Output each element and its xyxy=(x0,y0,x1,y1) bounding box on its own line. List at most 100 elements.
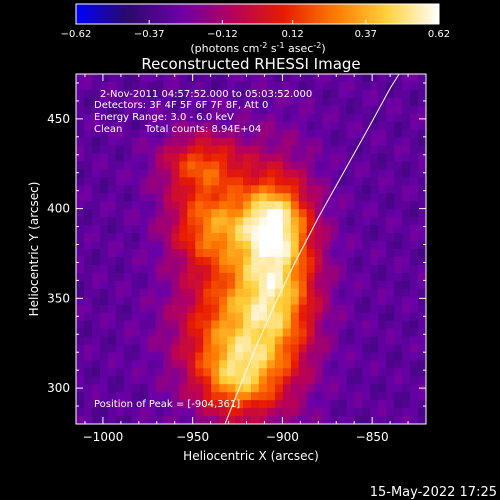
heatmap-cell xyxy=(235,97,244,107)
heatmap-cell xyxy=(211,400,220,409)
heatmap-cell xyxy=(394,161,403,171)
heatmap-cell xyxy=(410,193,419,202)
heatmap-cell xyxy=(354,320,363,330)
heatmap-cell xyxy=(258,185,268,194)
annotation-method: Clean xyxy=(94,124,122,135)
heatmap-cell xyxy=(290,336,300,346)
heatmap-cell xyxy=(203,416,212,424)
heatmap-cell xyxy=(298,217,308,226)
heatmap-cell xyxy=(163,408,173,417)
heatmap-cell xyxy=(410,177,419,186)
heatmap-cell xyxy=(418,177,426,186)
heatmap-cell xyxy=(163,81,173,91)
heatmap-cell xyxy=(354,384,363,393)
heatmap-cell xyxy=(235,368,244,377)
heatmap-cell xyxy=(410,352,419,361)
heatmap-cell xyxy=(219,161,228,171)
heatmap-cell xyxy=(155,368,165,377)
heatmap-cell xyxy=(219,304,228,314)
heatmap-cell xyxy=(346,193,355,202)
heatmap-cell xyxy=(83,169,93,178)
heatmap-cell xyxy=(171,97,180,107)
heatmap-cell xyxy=(418,201,426,210)
heatmap-cell xyxy=(322,113,332,123)
heatmap-cell xyxy=(123,153,133,163)
heatmap-cell xyxy=(227,280,236,290)
heatmap-cell xyxy=(227,408,236,417)
heatmap-cell xyxy=(203,352,212,361)
heatmap-cell xyxy=(386,121,395,131)
heatmap-cell xyxy=(107,304,117,314)
heatmap-cell xyxy=(258,74,268,83)
heatmap-cell xyxy=(322,328,332,338)
heatmap-cell xyxy=(251,296,260,306)
heatmap-cell xyxy=(410,312,419,322)
heatmap-cell xyxy=(354,312,363,322)
heatmap-cell xyxy=(123,249,133,258)
heatmap-cell xyxy=(139,288,149,298)
heatmap-cell xyxy=(139,233,149,242)
heatmap-cell xyxy=(115,384,125,393)
heatmap-cell xyxy=(402,264,411,274)
heatmap-cell xyxy=(298,97,308,107)
heatmap-cell xyxy=(203,201,212,210)
heatmap-cell xyxy=(282,272,292,282)
heatmap-cell xyxy=(155,384,165,393)
heatmap-cell xyxy=(227,344,236,353)
heatmap-cell xyxy=(378,201,387,210)
heatmap-cell xyxy=(227,360,236,369)
heatmap-cell xyxy=(139,400,149,409)
heatmap-cell xyxy=(83,153,93,163)
heatmap-cell xyxy=(235,296,244,306)
heatmap-cell xyxy=(274,272,284,282)
heatmap-cell xyxy=(235,74,244,83)
heatmap-cell xyxy=(338,121,348,131)
heatmap-cell xyxy=(330,272,340,282)
heatmap-cell xyxy=(290,161,300,171)
heatmap-cell xyxy=(322,137,332,147)
heatmap-cell xyxy=(314,217,324,226)
heatmap-cell xyxy=(83,241,93,250)
heatmap-cell xyxy=(195,74,204,83)
heatmap-cell xyxy=(139,201,149,210)
heatmap-cell xyxy=(131,217,141,226)
heatmap-cell xyxy=(346,185,355,194)
heatmap-cell xyxy=(99,105,109,115)
heatmap-cell xyxy=(107,97,117,107)
heatmap-cell xyxy=(402,384,411,393)
heatmap-cell xyxy=(330,392,340,401)
heatmap-cell xyxy=(131,225,141,234)
heatmap-cell xyxy=(330,384,340,393)
heatmap-cell xyxy=(83,89,93,99)
heatmap-cell xyxy=(211,352,220,361)
heatmap-cell xyxy=(243,320,252,330)
heatmap-cell xyxy=(394,400,403,409)
heatmap-cell xyxy=(131,74,141,83)
heatmap-cell xyxy=(282,113,292,123)
heatmap-cell xyxy=(266,328,276,338)
heatmap-cell xyxy=(131,328,141,338)
heatmap-cell xyxy=(330,145,340,155)
heatmap-cell xyxy=(346,408,355,417)
heatmap-cell xyxy=(258,241,268,250)
heatmap-cell xyxy=(362,256,371,266)
heatmap-cell xyxy=(410,209,419,218)
heatmap-cell xyxy=(219,408,228,417)
heatmap-cell xyxy=(163,185,173,194)
heatmap-cell xyxy=(306,225,316,234)
heatmap-cell xyxy=(171,241,180,250)
heatmap-cell xyxy=(346,336,355,346)
heatmap-cell xyxy=(258,296,268,306)
heatmap-cell xyxy=(163,113,173,123)
heatmap-cell xyxy=(147,304,157,314)
heatmap-cell xyxy=(99,81,109,91)
heatmap-cell xyxy=(410,336,419,346)
heatmap-cell xyxy=(282,288,292,298)
heatmap-cell xyxy=(274,113,284,123)
heatmap-cell xyxy=(227,169,236,178)
heatmap-cell xyxy=(274,177,284,186)
heatmap-cell xyxy=(282,217,292,226)
heatmap-cell xyxy=(123,193,133,202)
heatmap-cell xyxy=(107,169,117,178)
heatmap-cell xyxy=(203,336,212,346)
